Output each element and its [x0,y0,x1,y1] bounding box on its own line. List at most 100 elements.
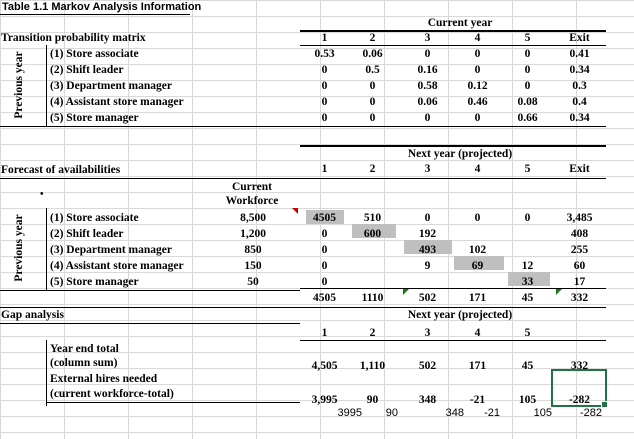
forecast-row-label: (1) Store associate [50,212,139,224]
highlight-cell [508,272,550,286]
forecast-col-3: 3 [424,163,431,175]
matrix-cell: 0.46 [467,96,488,108]
computed-cell[interactable]: 3995 [337,407,362,419]
matrix-cell: 0 [321,112,328,124]
current-workforce-header-line1: Current [231,181,273,193]
forecast-header-bottom-line [0,178,606,179]
current-year-header: Current year [427,17,493,29]
forecast-cell: 69 [471,260,484,272]
computed-cell[interactable]: -21 [484,407,500,419]
gap-header-bottom-line [300,340,606,341]
forecast-cell: 493 [418,244,437,256]
gap-total-cell: 502 [418,360,437,372]
forecast-total-cell: 45 [521,292,534,304]
gap-next-year-header: Next year (projected) [407,309,513,321]
transition-col-5: 5 [524,32,531,44]
forecast-label: Forecast of availabilities [1,164,121,176]
matrix-cell: 0 [524,48,531,60]
workforce-cell: 150 [244,260,262,272]
forecast-cell: 0 [321,260,328,272]
forecast-cell: 0 [424,212,431,224]
forecast-cell: 600 [363,228,382,240]
gap-total-cell: 171 [468,360,487,372]
transition-matrix-label: Transition probability matrix [1,32,146,44]
forecast-col-2: 2 [369,163,376,175]
forecast-cell: 0 [474,212,481,224]
transition-col-3: 3 [424,32,431,44]
forecast-cell: 0 [321,228,328,240]
forecast-cell: 192 [418,228,437,240]
transition-row-label: (1) Store associate [50,48,139,60]
computed-cell[interactable]: 348 [445,407,464,419]
matrix-cell: 0 [321,64,328,76]
forecast-previous-year-label: Previous year [13,214,25,282]
highlight-cell [306,210,344,224]
forecast-total-cell: 171 [468,292,487,304]
gap-col-1: 1 [321,327,328,339]
forecast-cell: 102 [468,244,487,256]
transition-row-label: (2) Shift leader [50,64,124,76]
gap-row2-line1: External hires needed [50,373,158,385]
computed-cell[interactable]: 105 [533,407,552,419]
gap-hires-cell: -21 [469,394,486,406]
gap-row2-underline [46,402,300,403]
computed-cell[interactable]: 90 [385,407,398,419]
transition-row-label: (5) Store manager [50,112,139,124]
gap-top-line [0,307,606,308]
gap-hires-cell: 105 [518,394,537,406]
transition-previous-year-label: Previous year [13,51,25,119]
matrix-cell: 0 [321,80,328,92]
forecast-cell: 3,485 [566,212,593,224]
matrix-cell: 0 [474,112,481,124]
bullet-marker: • [40,189,44,200]
transition-col-4: 4 [474,32,481,44]
gap-total-cell: 4,505 [311,360,338,372]
forecast-total-cell: 332 [570,292,589,304]
forecast-col-exit: Exit [569,163,590,175]
matrix-cell: 0.5 [365,64,380,76]
selected-cell[interactable] [551,369,607,407]
matrix-cell: 0.3 [572,80,587,92]
gap-col-4: 4 [474,327,481,339]
forecast-cell: 17 [573,276,586,288]
transition-row-label: (4) Assistant store manager [50,96,184,108]
highlight-cell [454,256,504,270]
matrix-cell: 0.41 [569,48,590,60]
transition-bottom-line [0,126,606,127]
gap-row1-line1: Year end total [50,343,119,355]
forecast-cell: 12 [521,260,534,272]
title-underline [0,14,190,15]
fill-handle[interactable] [601,401,608,408]
matrix-cell: 0.34 [569,64,590,76]
forecast-row-label: (2) Shift leader [50,228,124,240]
forecast-header-top-line [300,145,606,147]
totals-top-line [300,288,606,289]
transition-header-top-line [300,30,606,32]
forecast-left-divider [46,208,47,290]
highlight-cell [404,240,452,254]
gap-analysis-label: Gap analysis [1,309,64,321]
workforce-cell: 850 [244,244,262,256]
forecast-cell: 9 [424,260,431,272]
forecast-cell: 60 [573,260,586,272]
matrix-cell: 0 [369,96,376,108]
matrix-cell: 0.16 [417,64,438,76]
forecast-next-year-header: Next year (projected) [407,148,513,160]
transition-row-label: (3) Department manager [50,80,172,92]
workforce-cell: 8,500 [240,212,266,224]
forecast-cell: 510 [363,212,382,224]
computed-cell[interactable]: -282 [579,407,602,419]
gap-label-underline [0,323,300,324]
forecast-row-label: (4) Assistant store manager [50,260,184,272]
matrix-cell: 0 [524,80,531,92]
matrix-cell: 0.58 [417,80,438,92]
forecast-row-label: (5) Store manager [50,276,139,288]
gap-row1-line2: (column sum) [50,357,118,369]
workforce-cell: 1,200 [240,228,266,240]
error-marker-icon [292,208,298,214]
forecast-row-label: (3) Department manager [50,244,172,256]
matrix-cell: 0 [369,112,376,124]
gap-hires-cell: 348 [418,394,437,406]
forecast-cell: 408 [570,228,589,240]
matrix-cell: 0.34 [569,112,590,124]
